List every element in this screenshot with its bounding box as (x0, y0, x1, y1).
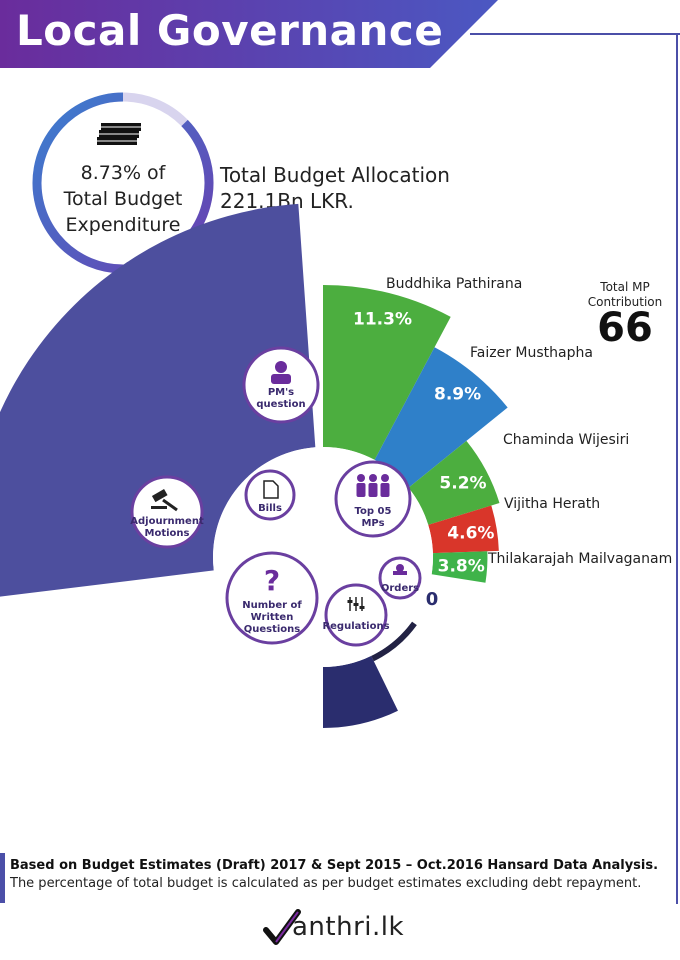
regulations-label: Regulations (322, 621, 389, 632)
manthri-logo[interactable]: anthri.lk (262, 908, 422, 948)
people-icon (356, 474, 390, 497)
header-banner (0, 0, 680, 68)
mp-bar-label-3: 4.6% (447, 523, 494, 543)
ring-line-2: Total Budget (63, 188, 183, 210)
budget-ring-arc (32, 92, 214, 274)
mp-name-0: Buddhika Pathirana (386, 276, 523, 292)
footer-source: Based on Budget Estimates (Draft) 2017 &… (10, 858, 659, 873)
money-icon (97, 123, 141, 145)
mp-name-4: Thilakarajah Mailvaganam (488, 551, 673, 567)
activity-bar-4 (323, 655, 398, 728)
total-mp-label-line1: Total MP (600, 280, 650, 294)
mp-bar-0 (323, 285, 451, 460)
written-questions-label: Number of (242, 600, 302, 611)
orders-label: Orders (381, 583, 419, 594)
ring-line-3: Expenditure (65, 214, 181, 236)
bills-bubble: Bills (244, 469, 296, 521)
check-logo-icon (263, 909, 301, 945)
total-mp-label-line2: Contribution (587, 295, 663, 309)
footer-note: The percentage of total budget is calcul… (10, 876, 642, 891)
mp-bar-4 (431, 551, 488, 583)
mp-bar-label-0: 11.3% (353, 309, 412, 329)
frame-line (676, 34, 678, 904)
allocation-label: Total Budget Allocation (220, 163, 450, 187)
regulations-bubble: Regulations (322, 583, 390, 647)
mp-bar-3 (428, 505, 499, 554)
ring-line-1: 8.73% of (80, 162, 166, 184)
orders-bubble: Orders (378, 556, 422, 600)
ring-percentage-text: 8.73% of Total Budget Expenditure (38, 160, 208, 238)
question-icon: ? (264, 564, 280, 597)
budget-allocation: Total Budget Allocation 221.1Bn LKR. (220, 162, 450, 214)
mp-bar-2 (408, 440, 500, 525)
sliders-icon (347, 597, 365, 611)
top-mps-label-2: MPs (361, 518, 384, 529)
written-questions-label: Questions (244, 624, 301, 635)
pm-question-label: PM's (268, 387, 294, 398)
mp-bar-1 (374, 347, 508, 488)
footer-accent (0, 853, 5, 903)
pm-question-label: question (256, 399, 305, 410)
written-questions-label: Written (251, 612, 294, 623)
activity-value-5: 0 (426, 589, 439, 610)
activity-value-3: 8 (216, 654, 229, 675)
mp-bar-label-4: 3.8% (438, 556, 485, 576)
mp-bar-label-2: 5.2% (439, 474, 486, 494)
adjournment-label: Adjournment (130, 516, 204, 527)
page-title: Local Governance (16, 6, 444, 55)
total-mp-label: Total MP Contribution (580, 280, 670, 310)
svg-text:?: ? (264, 564, 280, 597)
total-mp-value: 66 (597, 305, 653, 351)
bills-label: Bills (258, 503, 282, 514)
activity-bar-3 (0, 203, 316, 597)
adjournment-label: Motions (145, 528, 190, 539)
top-mps-label-1: Top 05 (355, 506, 392, 517)
mp-bar-label-1: 8.9% (434, 385, 481, 405)
doc-icon (263, 480, 279, 499)
logo-text: anthri.lk (292, 912, 405, 942)
mp-name-1: Faizer Musthapha (470, 345, 593, 361)
person-icon (271, 361, 291, 384)
stamp-icon (393, 564, 407, 575)
activity-bar-5 (371, 621, 417, 662)
mp-name-3: Vijitha Herath (504, 496, 601, 512)
mp-name-2: Chaminda Wijesiri (503, 432, 630, 448)
gavel-icon (151, 489, 178, 512)
